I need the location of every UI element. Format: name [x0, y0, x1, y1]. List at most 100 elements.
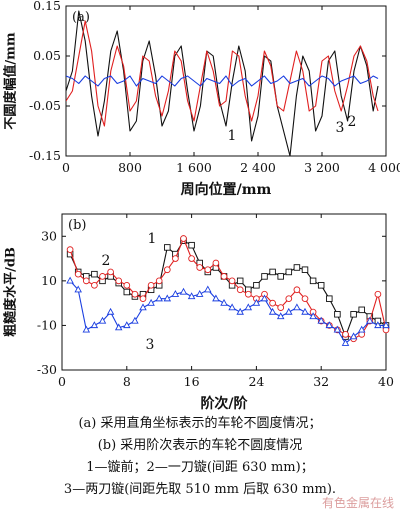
annotation-label: 1 [148, 231, 157, 247]
y-tick-label: -10 [37, 317, 57, 332]
series-line-3 [66, 75, 379, 87]
data-point [325, 321, 334, 329]
data-point [285, 307, 293, 315]
data-point [358, 306, 365, 314]
x-tick-label: 1 600 [176, 160, 212, 175]
data-point [212, 259, 220, 267]
data-point [220, 273, 228, 280]
data-point [91, 270, 98, 278]
data-point [163, 266, 171, 274]
x-tick-label: 0 [62, 160, 70, 175]
data-point [342, 330, 349, 338]
data-point [66, 276, 74, 284]
data-point [220, 298, 228, 306]
data-point [228, 277, 236, 285]
data-point [317, 282, 325, 289]
data-point [106, 307, 115, 315]
caption-legend-2: 3—两刀镟(间距先取 510 mm 后取 630 mm). [63, 482, 337, 497]
data-point [269, 268, 276, 276]
caption-legend-1: 1—镟前；2—一刀镟(间距 630 mm)； [86, 460, 314, 475]
data-point [293, 264, 301, 271]
chart-a: 0 800 1 600 2 400 3 200 4 000 -0.15 -0.05 0.05 0.… [3, 0, 400, 198]
x-tick-label: 32 [313, 374, 329, 389]
data-point [244, 290, 252, 298]
x-tick-label: 40 [378, 374, 394, 389]
data-point [114, 323, 123, 331]
y-tick-label: 30 [41, 228, 57, 243]
data-point [293, 303, 301, 311]
annotation-label: 2 [102, 253, 111, 269]
annotation-label: 1 [228, 128, 237, 144]
data-point [90, 321, 99, 329]
data-point [187, 292, 196, 300]
data-point [91, 281, 98, 289]
series-line-2 [66, 20, 379, 127]
x-tick-label: 0 [58, 374, 66, 389]
data-point [326, 295, 333, 302]
x-tick-label: 8 [123, 374, 131, 389]
y-tick-label: -0.05 [29, 98, 61, 113]
data-point [252, 298, 261, 306]
data-point [74, 270, 82, 278]
y-tick-label: -0.15 [29, 148, 61, 163]
data-point [374, 321, 382, 329]
data-point [204, 285, 212, 293]
series-line-2 [69, 237, 386, 340]
figure: 0 800 1 600 2 400 3 200 4 000-0.15-0.050.050.… [3, 0, 400, 412]
data-point [123, 281, 131, 289]
data-point [350, 311, 357, 318]
data-point [123, 321, 131, 329]
data-point [341, 339, 350, 346]
data-point [260, 294, 269, 302]
data-point [366, 316, 374, 324]
data-point [172, 255, 179, 262]
y-axis-label: 粗糙度水平/dB [3, 247, 19, 337]
data-point [293, 286, 301, 294]
data-point [277, 304, 285, 311]
x-tick-label: 800 [118, 160, 142, 175]
y-tick-label: 10 [41, 273, 57, 288]
data-point [261, 273, 268, 280]
caption-b: (b) 采用阶次表示的车轮不圆度情况 [97, 438, 303, 453]
data-point [196, 264, 204, 271]
annotation-label: 3 [146, 337, 155, 353]
data-point [301, 295, 309, 303]
data-point [163, 294, 172, 302]
data-point [382, 321, 390, 329]
data-point [276, 312, 285, 320]
data-point [139, 295, 147, 303]
data-point [212, 294, 220, 302]
data-point [123, 288, 131, 296]
data-point [277, 273, 284, 280]
x-tick-label: 3 200 [304, 160, 340, 175]
data-point [131, 316, 139, 324]
data-point [253, 282, 260, 289]
y-tick-label: 0.15 [33, 0, 61, 13]
data-point [269, 299, 276, 307]
data-point [115, 277, 123, 285]
data-point [66, 246, 74, 254]
data-point [180, 235, 187, 242]
data-point [188, 241, 195, 249]
caption-a: (a) 采用直角坐标表示的车轮不圆度情况； [78, 416, 322, 431]
y-tick-label: -30 [37, 362, 57, 377]
data-point [99, 273, 106, 280]
series-line-3 [69, 280, 386, 344]
data-point [179, 287, 188, 295]
data-point [374, 290, 382, 298]
data-point [195, 289, 204, 297]
data-point [357, 325, 366, 333]
data-point [147, 281, 155, 289]
x-axis-label: 周向位置/mm [181, 181, 272, 198]
data-point [236, 307, 244, 315]
data-point [228, 303, 236, 311]
data-point [82, 277, 90, 285]
data-point [349, 332, 358, 340]
y-tick-label: 0.05 [33, 48, 61, 63]
chart-b: 0 8 16 24 32 40 -30 -10 10 30 阶次/阶 粗糙度水平/dB (b) 1 2 3 [3, 213, 394, 412]
series-line-1 [66, 10, 379, 156]
data-point [139, 303, 147, 311]
annotation-label: 2 [348, 114, 357, 130]
x-tick-label: 2 400 [240, 160, 276, 175]
plot-frame [65, 5, 387, 157]
